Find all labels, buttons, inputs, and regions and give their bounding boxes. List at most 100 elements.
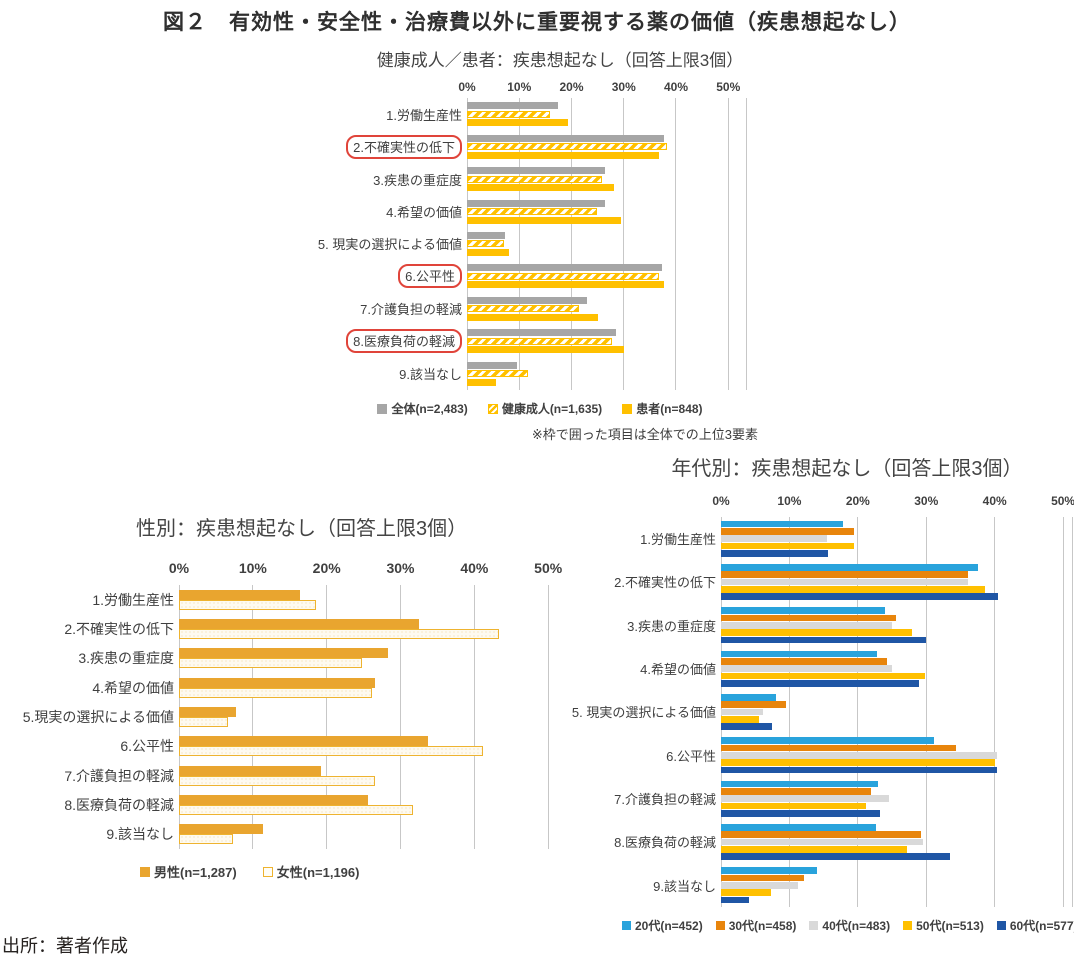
bar-group bbox=[467, 293, 746, 325]
legend-marker-icon bbox=[262, 866, 273, 877]
bar bbox=[467, 208, 597, 216]
category-label-text: 3.疾患の重症度 bbox=[627, 618, 716, 634]
source-note: 出所：著者作成 bbox=[2, 936, 128, 956]
chart-age-title: 年代別：疾患想起なし（回答上限3個） bbox=[671, 458, 1023, 480]
bar bbox=[721, 636, 926, 644]
bar bbox=[179, 618, 419, 629]
bar bbox=[721, 795, 889, 802]
chart-age-legend: 20代(n=452) 30代(n=458) 40代(n=483) 50代(n=513)… bbox=[622, 917, 1074, 934]
bar bbox=[721, 752, 997, 759]
category-label: 3.疾患の重症度 bbox=[400, 604, 716, 647]
category-label-text: 9.該当なし bbox=[399, 367, 462, 383]
bar bbox=[179, 599, 317, 610]
bar-group bbox=[179, 790, 560, 819]
category-label: 8.医療負荷の軽減 bbox=[400, 820, 716, 863]
legend-marker-icon bbox=[809, 921, 819, 930]
bar bbox=[467, 102, 558, 110]
bar-group bbox=[467, 358, 746, 390]
bar bbox=[721, 535, 828, 542]
category-label-text: 5. 現実の選択による価値 bbox=[317, 237, 462, 253]
category-label-text: 3.疾患の重症度 bbox=[78, 650, 174, 667]
bar bbox=[721, 665, 893, 672]
category-label: 5.現実の選択による価値 bbox=[0, 702, 174, 731]
bar bbox=[467, 175, 603, 183]
category-label: 4.希望の価値 bbox=[0, 673, 174, 702]
legend-marker-icon bbox=[140, 866, 150, 877]
bar bbox=[467, 272, 659, 280]
category-label: 2.不確実性の低下 bbox=[150, 130, 462, 162]
bar-group bbox=[179, 732, 560, 761]
category-label: 7.介護負担の軽減 bbox=[150, 293, 462, 325]
bar bbox=[721, 810, 880, 817]
bar bbox=[179, 658, 363, 669]
category-label: 2.不確実性の低下 bbox=[400, 560, 716, 603]
bar bbox=[179, 775, 376, 786]
category-label: 5. 現実の選択による価値 bbox=[150, 228, 462, 260]
bar-group bbox=[721, 820, 1072, 863]
bar bbox=[467, 313, 599, 321]
bar bbox=[721, 658, 887, 665]
bar-group bbox=[721, 734, 1072, 777]
chart-age-plot bbox=[720, 517, 1073, 907]
bar bbox=[179, 716, 228, 727]
bar bbox=[721, 846, 908, 853]
bar bbox=[721, 708, 764, 716]
bar bbox=[467, 216, 621, 224]
bar-group bbox=[721, 560, 1072, 603]
bar bbox=[721, 766, 997, 774]
axis-tick-label: 30% bbox=[914, 494, 939, 508]
bar bbox=[179, 628, 499, 639]
chart-age-axis: 0% 10% 20% 30% 40% 50% bbox=[712, 494, 1074, 510]
bar bbox=[179, 648, 388, 659]
legend-label: 全体(n=2,483) bbox=[391, 402, 468, 416]
bar bbox=[721, 694, 776, 701]
category-label-text: 8.医療負荷の軽減 bbox=[614, 835, 716, 851]
bar bbox=[179, 834, 233, 845]
bar bbox=[179, 706, 236, 717]
category-label: 1.労働生産性 bbox=[400, 517, 716, 560]
bar-group bbox=[179, 644, 560, 673]
gridline bbox=[623, 98, 625, 390]
bar bbox=[721, 680, 920, 687]
legend-marker-icon bbox=[996, 921, 1006, 930]
bar bbox=[721, 716, 760, 723]
bar bbox=[467, 281, 664, 289]
category-label-highlighted: 2.不確実性の低下 bbox=[346, 134, 462, 159]
legend-item: 健康成人(n=1,635) bbox=[487, 400, 602, 417]
chart-gender-category-labels: 1.労働生産性 2.不確実性の低下 3.疾患の重症度 4.希望の価値 5.現実の選択によ… bbox=[0, 585, 174, 849]
gridline bbox=[745, 98, 747, 390]
gridline bbox=[675, 98, 677, 390]
category-label: 1.労働生産性 bbox=[0, 585, 174, 614]
category-label-text: 1.労働生産性 bbox=[92, 591, 174, 608]
bar bbox=[721, 564, 978, 571]
bar bbox=[721, 528, 854, 535]
chart-adult-patient-legend: 全体(n=2,483) 健康成人(n=1,635) 患者(n=848) bbox=[300, 400, 780, 417]
category-label-text: 9.該当なし bbox=[106, 826, 174, 843]
chart-age-category-labels: 1.労働生産性 2.不確実性の低下 3.疾患の重症度 4.希望の価値 5. 現実の選択に… bbox=[400, 517, 716, 907]
gridline bbox=[1062, 517, 1064, 907]
bar bbox=[721, 723, 773, 730]
bar bbox=[721, 607, 885, 614]
bar-group bbox=[467, 228, 746, 260]
gridline bbox=[518, 98, 520, 390]
gridline bbox=[326, 585, 328, 849]
category-label: 6.公平性 bbox=[400, 734, 716, 777]
bar bbox=[721, 759, 996, 766]
legend-label: 男性(n=1,287) bbox=[154, 865, 237, 880]
bar bbox=[467, 296, 587, 304]
bar bbox=[467, 264, 663, 272]
legend-item: 男性(n=1,287) bbox=[140, 862, 237, 881]
gridline bbox=[857, 517, 859, 907]
bar bbox=[721, 593, 999, 600]
bar bbox=[721, 838, 923, 846]
bar bbox=[467, 143, 667, 151]
axis-tick-label: 50% bbox=[1051, 494, 1074, 508]
category-label-text: 5. 現実の選択による価値 bbox=[571, 705, 716, 721]
bar-group bbox=[721, 690, 1072, 733]
chart-gender-plot bbox=[178, 585, 560, 849]
chart-gender-title: 性別：疾患想起なし（回答上限3個） bbox=[136, 518, 468, 540]
bar bbox=[721, 802, 867, 810]
axis-tick-label: 40% bbox=[982, 494, 1007, 508]
bar bbox=[179, 746, 484, 757]
chart-adult-patient-category-labels: 1.労働生産性 2.不確実性の低下 3.疾患の重症度 4.希望の価値 5. 現実の選択に… bbox=[150, 98, 462, 390]
